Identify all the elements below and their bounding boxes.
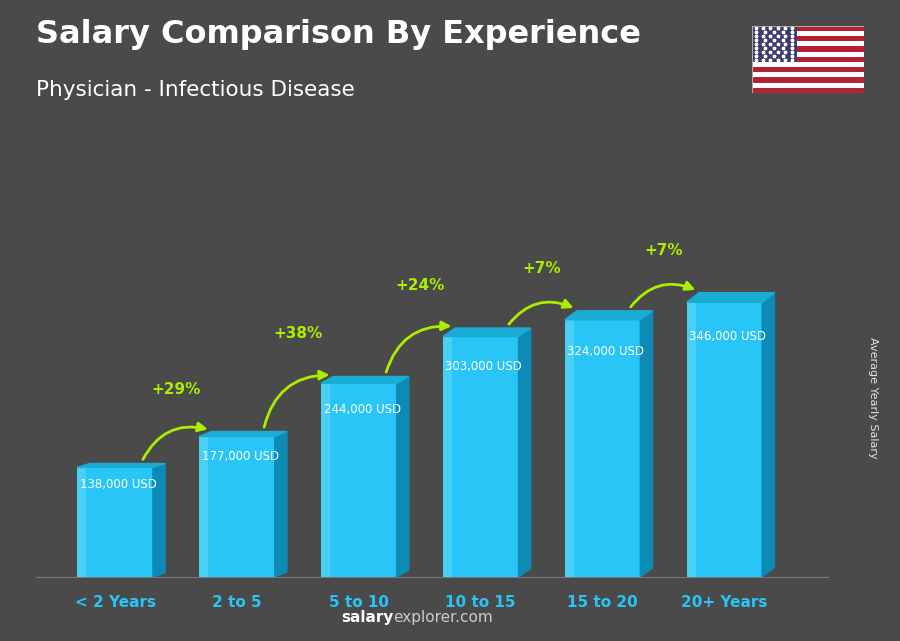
Bar xyxy=(752,46,864,51)
Polygon shape xyxy=(397,376,409,577)
Bar xyxy=(687,303,762,577)
Text: +7%: +7% xyxy=(522,261,561,276)
Bar xyxy=(752,83,864,88)
Bar xyxy=(752,51,864,56)
Bar xyxy=(199,437,208,577)
Text: 138,000 USD: 138,000 USD xyxy=(80,478,157,492)
Polygon shape xyxy=(321,376,409,383)
Text: 303,000 USD: 303,000 USD xyxy=(446,360,522,374)
Text: +38%: +38% xyxy=(274,326,322,342)
Polygon shape xyxy=(443,328,531,337)
Bar xyxy=(752,88,864,93)
Bar xyxy=(752,31,864,36)
Polygon shape xyxy=(565,311,652,320)
Text: 177,000 USD: 177,000 USD xyxy=(202,451,279,463)
Bar xyxy=(752,72,864,78)
Polygon shape xyxy=(153,463,166,577)
Bar xyxy=(443,337,518,577)
Bar xyxy=(752,41,864,46)
Polygon shape xyxy=(199,431,287,437)
Text: Average Yearly Salary: Average Yearly Salary xyxy=(868,337,878,458)
Text: 15 to 20: 15 to 20 xyxy=(567,595,638,610)
Bar xyxy=(752,67,864,72)
Bar xyxy=(752,62,864,67)
Text: salary: salary xyxy=(341,610,393,625)
Polygon shape xyxy=(687,293,774,303)
Bar xyxy=(565,320,641,577)
Bar xyxy=(199,437,274,577)
Bar xyxy=(321,383,330,577)
Polygon shape xyxy=(518,328,531,577)
Polygon shape xyxy=(762,293,774,577)
Text: 10 to 15: 10 to 15 xyxy=(446,595,516,610)
Polygon shape xyxy=(77,463,166,467)
Text: Salary Comparison By Experience: Salary Comparison By Experience xyxy=(36,19,641,50)
Bar xyxy=(752,26,796,62)
Bar xyxy=(565,320,574,577)
Text: +24%: +24% xyxy=(395,278,445,293)
Bar xyxy=(443,337,452,577)
Bar xyxy=(752,56,864,62)
Polygon shape xyxy=(641,311,652,577)
Text: +29%: +29% xyxy=(151,381,201,397)
Bar xyxy=(752,36,864,41)
Text: 5 to 10: 5 to 10 xyxy=(328,595,389,610)
Text: explorer.com: explorer.com xyxy=(393,610,493,625)
Bar xyxy=(752,26,864,31)
Text: 346,000 USD: 346,000 USD xyxy=(689,329,766,343)
Bar xyxy=(77,467,153,577)
Polygon shape xyxy=(274,431,287,577)
Text: 324,000 USD: 324,000 USD xyxy=(567,345,644,358)
Text: Physician - Infectious Disease: Physician - Infectious Disease xyxy=(36,80,355,100)
Text: +7%: +7% xyxy=(644,243,683,258)
Text: 20+ Years: 20+ Years xyxy=(681,595,768,610)
Text: 244,000 USD: 244,000 USD xyxy=(324,403,400,415)
Bar xyxy=(752,78,864,83)
Bar xyxy=(687,303,696,577)
Bar xyxy=(321,383,397,577)
Bar xyxy=(77,467,86,577)
Text: 2 to 5: 2 to 5 xyxy=(212,595,262,610)
Text: < 2 Years: < 2 Years xyxy=(75,595,156,610)
